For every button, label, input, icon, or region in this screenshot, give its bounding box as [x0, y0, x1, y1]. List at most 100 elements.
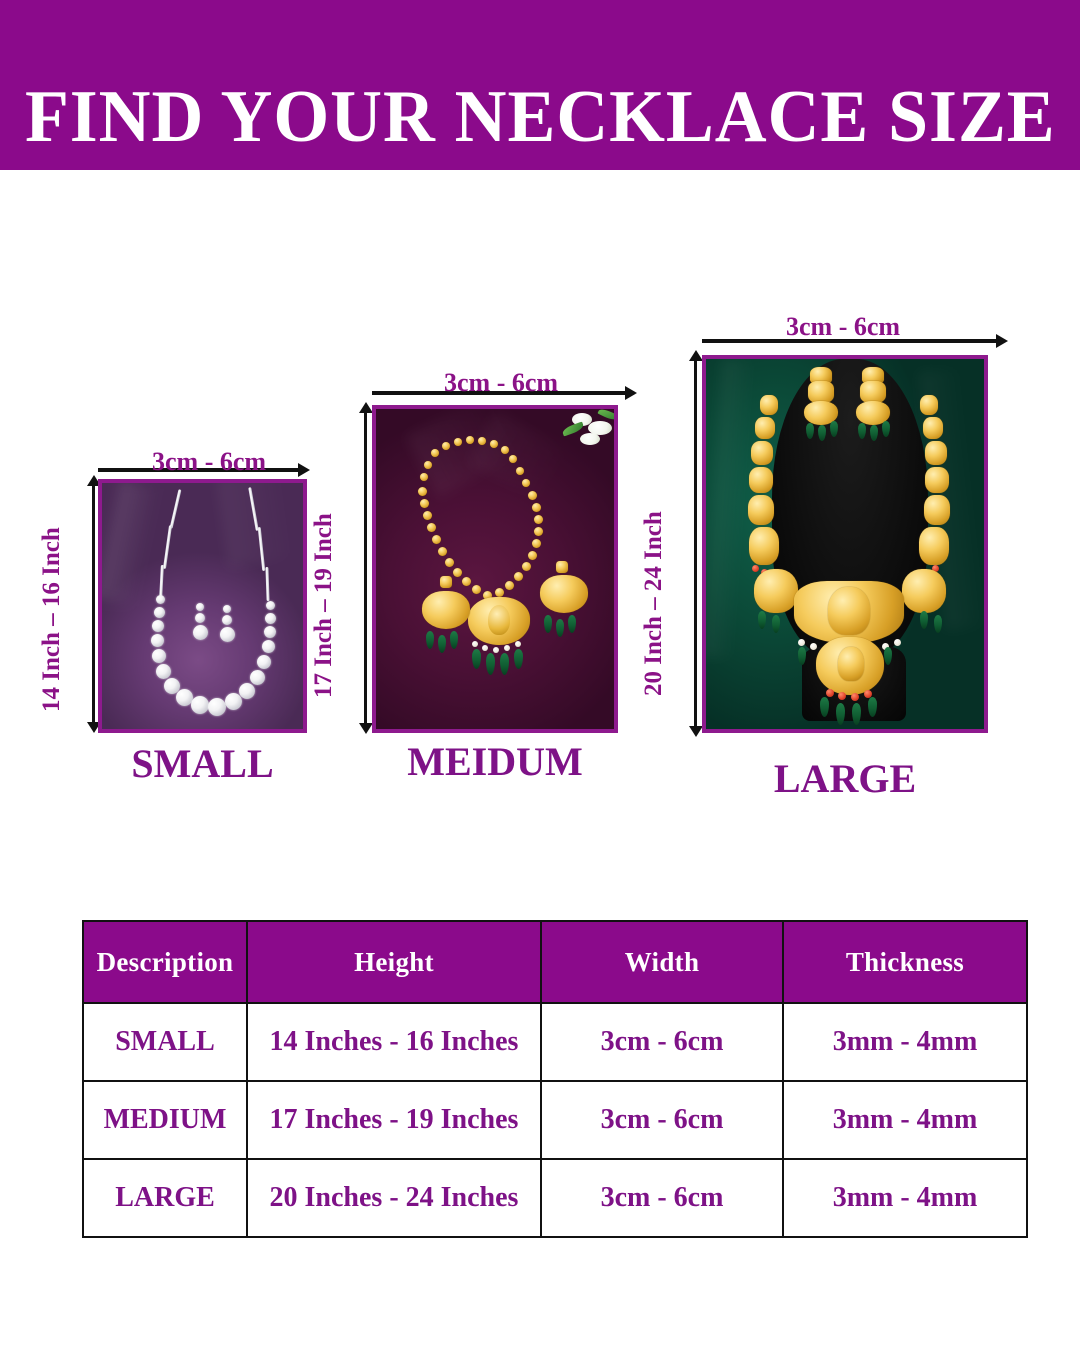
earring-bead	[195, 613, 205, 623]
cell-width: 3cm - 6cm	[540, 1080, 784, 1160]
necklace-bead	[152, 649, 166, 663]
card-caption-small: SMALL	[131, 741, 274, 786]
necklace-bead	[266, 601, 275, 610]
arrow-shaft	[702, 339, 999, 343]
haram-pearl	[810, 643, 817, 650]
pendant-pearl	[515, 641, 521, 647]
height-label-large: 20 Inch – 24 Inch	[640, 511, 667, 696]
necklace-gold-bead	[420, 499, 429, 508]
width-arrow-large	[702, 334, 1008, 348]
lakshmi-figure-centre	[828, 587, 870, 635]
product-photo-large	[702, 355, 988, 733]
photo-inner	[102, 483, 303, 729]
cell-thickness: 3mm - 4mm	[782, 1080, 1028, 1160]
necklace-gold-bead	[423, 511, 432, 520]
height-arrow-large	[689, 350, 703, 737]
arrow-head-down-icon	[689, 726, 703, 737]
arrow-head-down-icon	[87, 722, 101, 733]
necklace-bead	[154, 607, 165, 618]
necklace-gold-bead	[534, 515, 543, 524]
table-body: SMALL 14 Inches - 16 Inches 3cm - 6cm 3m…	[82, 1002, 1028, 1238]
haram-motif	[755, 417, 775, 439]
earring-green-drop	[870, 425, 878, 441]
arrow-head-down-icon	[359, 723, 373, 734]
earring-green-drop	[556, 619, 564, 637]
necklace-bead	[164, 678, 180, 694]
arrow-shaft	[364, 411, 367, 725]
earring-green-drop	[450, 631, 458, 649]
necklace-bead	[264, 626, 276, 638]
pendant-pearl	[493, 647, 499, 653]
necklace-gold-bead	[472, 585, 481, 594]
necklace-gold-bead	[522, 562, 531, 571]
arrow-head-up-icon	[689, 350, 703, 361]
haram-motif	[749, 467, 773, 493]
column-header-thickness: Thickness	[782, 920, 1028, 1004]
earring-green-drop	[426, 631, 434, 649]
earring-top	[556, 561, 568, 573]
width-arrow-medium	[372, 386, 637, 400]
necklace-chain-link	[454, 438, 462, 446]
necklace-gold-bead	[532, 503, 541, 512]
product-photo-small	[98, 479, 307, 733]
necklace-bead	[265, 613, 276, 624]
arrow-head-right-icon	[298, 463, 310, 477]
card-caption-medium: MEIDUM	[407, 739, 583, 784]
cell-width: 3cm - 6cm	[540, 1158, 784, 1238]
cell-height: 17 Inches - 19 Inches	[246, 1080, 542, 1160]
pendant-green-drop	[486, 653, 495, 675]
haram-side-medallion	[902, 569, 946, 613]
haram-pearl	[882, 643, 889, 650]
necklace-gold-bead	[418, 487, 427, 496]
width-label-large: 3cm - 6cm	[786, 312, 901, 341]
pendant-green-drop	[868, 697, 877, 717]
arrow-shaft	[694, 359, 697, 728]
earring-green-drop	[818, 425, 826, 441]
earring-bead	[222, 615, 232, 625]
size-cards-area: 3cm - 6cm 14 Inch – 16 Inch	[0, 170, 1080, 890]
decorative-flower	[580, 433, 600, 445]
width-label-small: 3cm - 6cm	[152, 447, 267, 476]
haram-motif	[751, 441, 773, 465]
arrow-head-up-icon	[87, 475, 101, 486]
height-label-small: 14 Inch – 16 Inch	[38, 527, 65, 712]
necklace-chain-link	[424, 461, 432, 469]
arrow-shaft	[98, 468, 301, 472]
haram-motif	[919, 527, 949, 565]
cell-description: LARGE	[82, 1158, 248, 1238]
haram-side-medallion	[754, 569, 798, 613]
arrow-shaft	[372, 391, 628, 395]
necklace-bead	[257, 655, 271, 669]
haram-pearl	[798, 639, 805, 646]
haram-red-bead	[932, 565, 939, 572]
earring-bead	[193, 625, 208, 640]
haram-motif	[748, 495, 774, 525]
width-label-medium: 3cm - 6cm	[444, 368, 559, 397]
pendant-red-bead	[838, 692, 846, 700]
necklace-gold-bead	[462, 577, 471, 586]
haram-green-drop	[798, 647, 806, 665]
pendant-red-bead	[851, 693, 859, 701]
cell-thickness: 3mm - 4mm	[782, 1002, 1028, 1082]
haram-green-drop	[884, 647, 892, 665]
earring-bead	[196, 603, 204, 611]
necklace-chain-link	[478, 437, 486, 445]
pendant-red-bead	[826, 689, 834, 697]
necklace-chain-link	[522, 479, 530, 487]
necklace-gold-bead	[514, 572, 523, 581]
column-header-description: Description	[82, 920, 248, 1004]
width-arrow-small	[98, 463, 310, 477]
necklace-gold-bead	[432, 535, 441, 544]
necklace-gold-bead	[532, 539, 541, 548]
necklace-chain-link	[431, 449, 439, 457]
haram-motif	[923, 417, 943, 439]
column-header-height: Height	[246, 920, 542, 1004]
earring-green-drop	[568, 615, 576, 633]
photo-background	[376, 409, 614, 729]
haram-motif	[925, 467, 949, 493]
pendant-green-drop	[514, 649, 523, 669]
haram-green-drop	[920, 611, 928, 629]
photo-inner	[376, 409, 614, 729]
cell-thickness: 3mm - 4mm	[782, 1158, 1028, 1238]
pendant-green-drop	[500, 653, 509, 675]
